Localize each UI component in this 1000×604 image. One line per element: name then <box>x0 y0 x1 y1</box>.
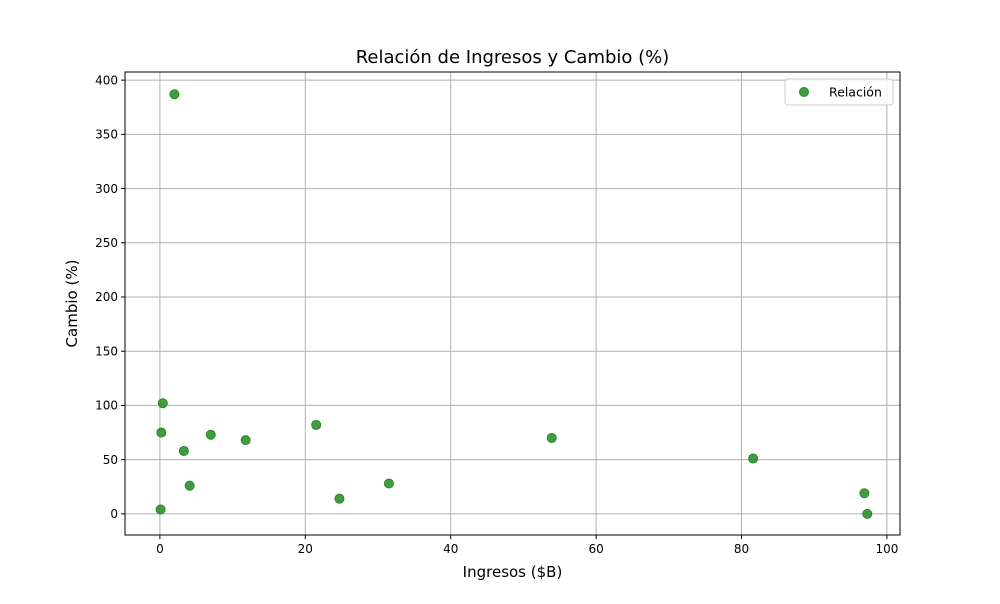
scatter-point <box>157 398 168 409</box>
x-tick-label: 20 <box>298 542 313 556</box>
scatter-point <box>862 508 873 519</box>
scatter-point <box>178 445 189 456</box>
scatter-point <box>383 478 394 489</box>
scatter-point <box>156 427 167 438</box>
y-tick-label: 250 <box>95 236 118 250</box>
scatter-point <box>311 419 322 430</box>
y-tick-label: 350 <box>95 128 118 142</box>
y-tick-label: 50 <box>103 453 118 467</box>
scatter-point <box>155 504 166 515</box>
chart-title: Relación de Ingresos y Cambio (%) <box>356 47 670 68</box>
scatter-point <box>859 488 870 499</box>
y-tick-label: 100 <box>95 399 118 413</box>
legend-label: Relación <box>829 85 882 100</box>
x-axis-label: Ingresos ($B) <box>463 563 563 581</box>
x-tick-label: 40 <box>443 542 458 556</box>
x-tick-label: 0 <box>156 542 164 556</box>
legend: Relación <box>784 78 894 106</box>
scatter-point <box>546 432 557 443</box>
scatter-point <box>240 435 251 446</box>
x-tick-label: 100 <box>875 542 898 556</box>
scatter-point <box>205 429 216 440</box>
plot-area-frame <box>124 71 901 536</box>
y-tick-label: 400 <box>95 73 118 87</box>
scatter-point <box>184 480 195 491</box>
data-points <box>155 89 873 519</box>
y-tick-label: 0 <box>110 507 118 521</box>
grid <box>125 72 900 535</box>
scatter-point <box>169 89 180 100</box>
scatter-point <box>748 453 759 464</box>
y-axis-label: Cambio (%) <box>63 260 81 348</box>
y-tick-label: 300 <box>95 182 118 196</box>
y-tick-label: 150 <box>95 344 118 358</box>
axis-ticks: 0 20 40 60 80 100 0 50 100 150 200 250 300 350 400 <box>95 73 898 556</box>
legend-box <box>784 78 894 106</box>
x-tick-label: 60 <box>588 542 603 556</box>
legend-marker <box>799 87 809 97</box>
scatter-point <box>334 493 345 504</box>
y-tick-label: 200 <box>95 290 118 304</box>
x-tick-label: 80 <box>734 542 749 556</box>
